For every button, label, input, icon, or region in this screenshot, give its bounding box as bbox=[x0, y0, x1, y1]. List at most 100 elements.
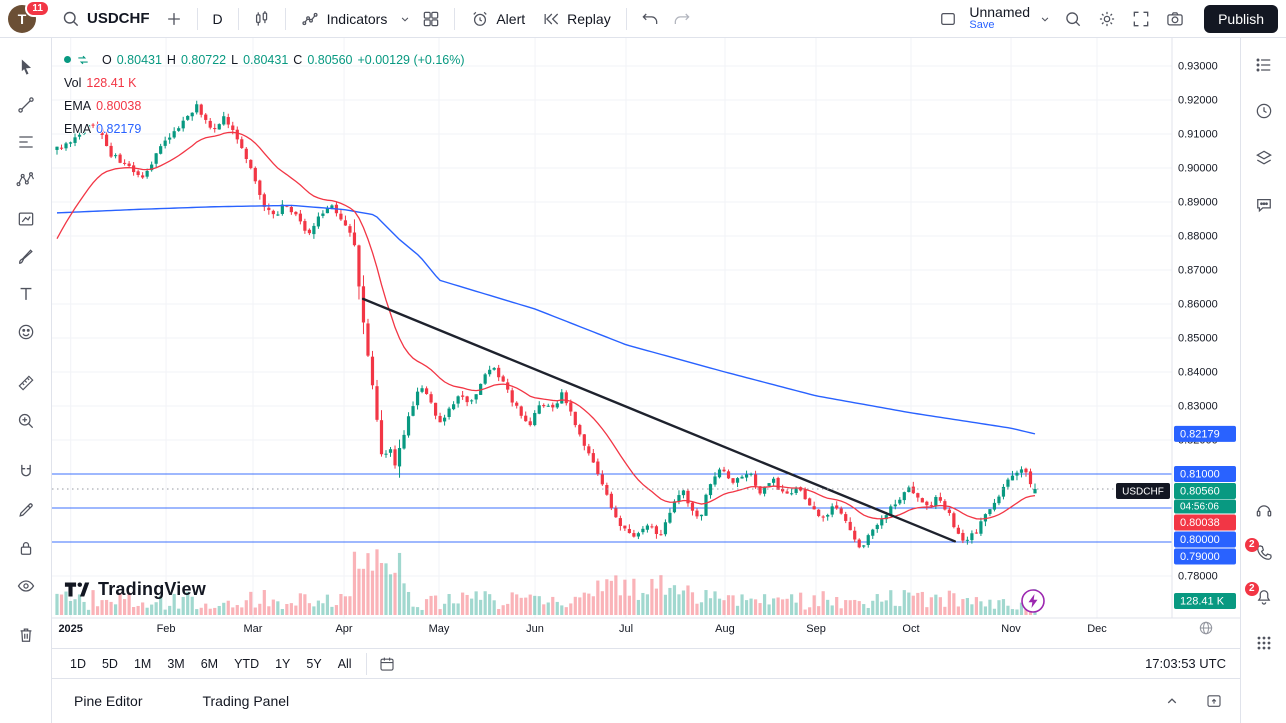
volume-bar bbox=[857, 601, 861, 615]
range-button-All[interactable]: All bbox=[330, 653, 360, 675]
undo-button[interactable] bbox=[635, 5, 665, 33]
volume-bar bbox=[357, 568, 361, 615]
projection-tool-button[interactable] bbox=[8, 203, 44, 235]
volume-bar bbox=[289, 603, 293, 615]
hide-drawings-button[interactable] bbox=[8, 570, 44, 602]
volume-bar bbox=[298, 593, 302, 615]
volume-bar bbox=[68, 600, 73, 615]
layout-name-block[interactable]: Unnamed Save bbox=[967, 5, 1032, 31]
volume-bar bbox=[64, 591, 68, 615]
range-button-6M[interactable]: 6M bbox=[193, 653, 226, 675]
range-button-5D[interactable]: 5D bbox=[94, 653, 126, 675]
volume-bar bbox=[668, 587, 672, 615]
ema-slow-legend-row[interactable]: EMA 0.82179 bbox=[64, 117, 465, 140]
candle-body bbox=[551, 404, 555, 408]
clock-utc[interactable]: 17:03:53 UTC bbox=[1145, 656, 1226, 671]
range-button-1M[interactable]: 1M bbox=[126, 653, 159, 675]
volume-bar bbox=[262, 590, 266, 615]
symbol-search-button[interactable]: USDCHF bbox=[54, 5, 157, 33]
brush-tool-button[interactable] bbox=[8, 241, 44, 273]
apps-grid-button[interactable] bbox=[1250, 629, 1278, 657]
ohlc-legend-row[interactable]: O 0.80431 H 0.80722 L 0.80431 C 0.80560 +0.0… bbox=[64, 48, 465, 71]
goto-date-button[interactable] bbox=[373, 650, 401, 678]
publish-button[interactable]: Publish bbox=[1204, 4, 1278, 33]
replay-button[interactable]: Replay bbox=[534, 5, 618, 33]
candlestick-chart[interactable]: 0.93000 0.92000 0.91000 0.90000 0.89000 0.880… bbox=[52, 38, 1240, 648]
candle-body bbox=[1033, 488, 1037, 494]
range-button-1Y[interactable]: 1Y bbox=[267, 653, 298, 675]
measure-tool-button[interactable] bbox=[8, 367, 44, 399]
candle-body bbox=[154, 153, 158, 164]
interval-button[interactable]: D bbox=[206, 5, 230, 33]
support-button[interactable] bbox=[1250, 496, 1278, 524]
watchlist-button[interactable] bbox=[1250, 51, 1278, 79]
candle-body bbox=[150, 164, 154, 171]
volume-bar bbox=[636, 599, 640, 615]
tab-trading-panel[interactable]: Trading Panel bbox=[202, 693, 290, 709]
trash-icon bbox=[16, 625, 36, 645]
trendline-drawing[interactable] bbox=[361, 297, 957, 543]
notifications-bell-button[interactable] bbox=[1250, 583, 1278, 611]
text-tool-button[interactable] bbox=[8, 278, 44, 310]
chart-legend: O 0.80431 H 0.80722 L 0.80431 C 0.80560 +0.0… bbox=[64, 48, 465, 140]
magnet-tool-button[interactable] bbox=[8, 456, 44, 488]
snapshot-button[interactable] bbox=[1160, 5, 1190, 33]
settings-button[interactable] bbox=[1092, 5, 1122, 33]
volume-bar bbox=[632, 578, 636, 615]
ema-fast-line[interactable] bbox=[56, 131, 1036, 520]
pattern-tool-button[interactable] bbox=[8, 164, 44, 196]
candle-body bbox=[925, 501, 929, 506]
ema-slow-label: EMA bbox=[64, 121, 92, 136]
chat-button[interactable] bbox=[1250, 191, 1278, 219]
ema-slow-line[interactable] bbox=[56, 204, 1036, 435]
volume-bar bbox=[605, 579, 609, 615]
add-symbol-button[interactable] bbox=[159, 5, 189, 33]
layout-select-button[interactable] bbox=[933, 5, 963, 33]
chevron-down-icon bbox=[398, 12, 412, 26]
indicator-templates-button[interactable] bbox=[396, 5, 414, 33]
tab-pine-editor[interactable]: Pine Editor bbox=[74, 693, 143, 709]
indicators-button[interactable]: Indicators bbox=[294, 5, 395, 33]
range-button-5Y[interactable]: 5Y bbox=[298, 653, 329, 675]
volume-legend-row[interactable]: Vol 128.41 K bbox=[64, 71, 465, 94]
emoji-tool-button[interactable] bbox=[8, 316, 44, 348]
lightning-button[interactable] bbox=[1019, 587, 1047, 615]
fullscreen-button[interactable] bbox=[1126, 5, 1156, 33]
open-panel-button[interactable] bbox=[1158, 687, 1186, 715]
trend-line-tool-button[interactable] bbox=[8, 89, 44, 121]
save-link[interactable]: Save bbox=[969, 19, 995, 32]
chart-type-button[interactable] bbox=[247, 5, 277, 33]
user-menu-button[interactable]: T 11 bbox=[8, 0, 50, 34]
range-button-1D[interactable]: 1D bbox=[62, 653, 94, 675]
gear-icon bbox=[1097, 9, 1117, 29]
zoom-tool-button[interactable] bbox=[8, 405, 44, 437]
remove-drawings-button[interactable] bbox=[8, 619, 44, 651]
redo-button[interactable] bbox=[667, 5, 697, 33]
object-tree-button[interactable] bbox=[1250, 144, 1278, 172]
multichart-layout-button[interactable] bbox=[416, 5, 446, 33]
svg-text:0.80000: 0.80000 bbox=[1180, 534, 1220, 546]
volume-bar bbox=[231, 607, 235, 615]
drawing-mode-button[interactable] bbox=[8, 494, 44, 526]
volume-bar bbox=[659, 575, 663, 615]
layout-menu-button[interactable] bbox=[1036, 5, 1054, 33]
volume-bar bbox=[190, 596, 194, 615]
alert-button[interactable]: Alert bbox=[463, 5, 532, 33]
lock-drawings-button[interactable] bbox=[8, 532, 44, 564]
alerts-panel-button[interactable] bbox=[1250, 97, 1278, 125]
volume-bar bbox=[641, 592, 645, 615]
ema-fast-legend-row[interactable]: EMA 0.80038 bbox=[64, 94, 465, 117]
range-button-3M[interactable]: 3M bbox=[159, 653, 192, 675]
chart-area[interactable]: 0.93000 0.92000 0.91000 0.90000 0.89000 0.880… bbox=[52, 38, 1240, 648]
timezone-globe-icon[interactable] bbox=[1198, 620, 1214, 636]
volume-bar bbox=[821, 591, 825, 615]
tradingview-watermark[interactable]: TradingView bbox=[64, 579, 206, 600]
toolbar-separator bbox=[237, 7, 239, 30]
maximize-panel-button[interactable] bbox=[1200, 687, 1228, 715]
cursor-tool-button[interactable] bbox=[8, 51, 44, 83]
volume-bar bbox=[794, 602, 798, 615]
fib-tool-button[interactable] bbox=[8, 126, 44, 158]
quick-search-button[interactable] bbox=[1058, 5, 1088, 33]
range-button-YTD[interactable]: YTD bbox=[226, 653, 267, 675]
candle-body bbox=[132, 165, 136, 173]
